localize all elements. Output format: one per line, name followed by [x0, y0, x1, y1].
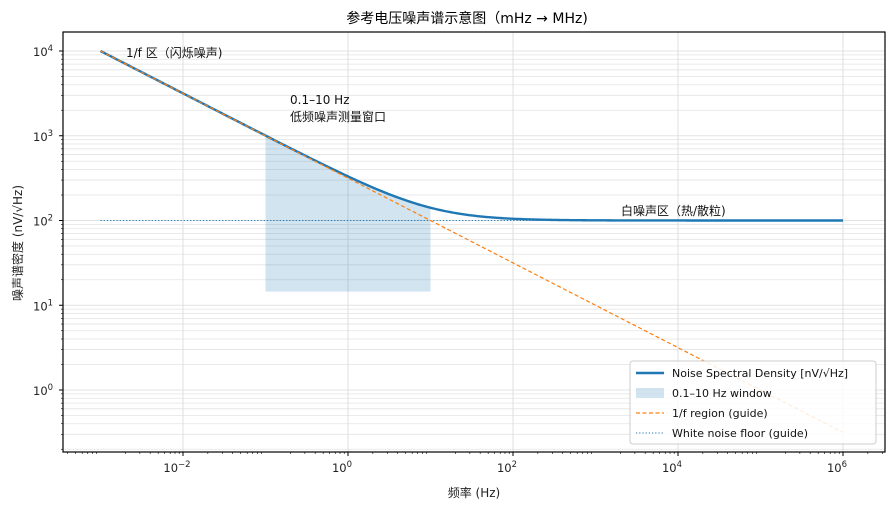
legend-patch-swatch — [636, 388, 664, 398]
x-tick-label: 106 — [827, 460, 847, 475]
legend-label-guide: 1/f region (guide) — [672, 407, 768, 420]
axis-ticks — [59, 50, 883, 456]
window-shade — [265, 135, 431, 292]
y-tick-labels: 100 101 102 103 104 — [33, 44, 53, 398]
axes-frame — [62, 31, 886, 453]
y-tick-label: 102 — [33, 214, 53, 229]
legend: Noise Spectral Density [nV/√Hz] 0.1–10 H… — [629, 360, 877, 445]
x-tick-label: 10−2 — [163, 460, 190, 475]
annotation-white: 白噪声区（热/散粒) — [621, 203, 726, 218]
x-tick-label: 102 — [497, 460, 517, 475]
legend-label-window: 0.1–10 Hz window — [672, 387, 772, 400]
x-tick-label: 104 — [662, 460, 682, 475]
y-tick-label: 100 — [33, 383, 53, 398]
y-tick-label: 103 — [33, 129, 53, 144]
x-axis-label: 频率 (Hz) — [448, 485, 501, 500]
annotation-flicker: 1/f 区（闪烁噪声) — [126, 46, 222, 60]
y-tick-label: 101 — [33, 298, 53, 313]
x-tick-labels: 10−2 100 102 104 106 — [163, 460, 847, 475]
x-tick-label: 100 — [332, 460, 352, 475]
chart-title: 参考电压噪声谱示意图（mHz → MHz) — [346, 10, 588, 27]
annotation-window-line1: 0.1–10 Hz — [290, 93, 350, 107]
legend-label-floor: White noise floor (guide) — [672, 427, 808, 440]
annotation-window-line2: 低频噪声测量窗口 — [290, 110, 386, 124]
y-axis-label: 噪声谱密度 (nV/√Hz) — [10, 185, 25, 301]
y-tick-label: 104 — [33, 44, 53, 59]
grid — [63, 32, 885, 452]
legend-label-nsd: Noise Spectral Density [nV/√Hz] — [672, 367, 848, 380]
